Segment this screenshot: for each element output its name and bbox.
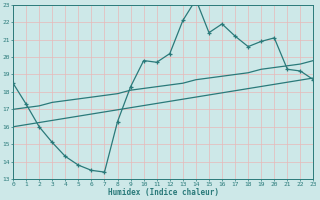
X-axis label: Humidex (Indice chaleur): Humidex (Indice chaleur) xyxy=(108,188,219,197)
